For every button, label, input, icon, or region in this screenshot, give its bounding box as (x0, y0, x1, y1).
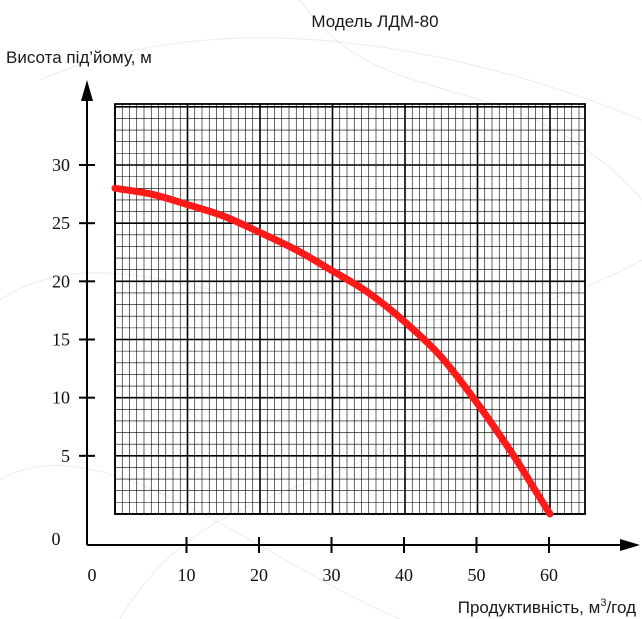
x-axis-label-sup: 3 (600, 597, 606, 609)
head-capacity-curve (111, 184, 554, 518)
chart-grid (114, 103, 586, 515)
chart-axes (81, 80, 640, 551)
x-tick-label: 20 (250, 565, 268, 585)
y-axis-arrow (81, 80, 93, 101)
x-tick-label: 0 (88, 565, 97, 585)
y-tick-label: 30 (52, 155, 70, 175)
grid-border (114, 103, 586, 515)
x-axis-label: Продуктивність, м3/год (458, 597, 636, 617)
y-axis-label: Висота під’йому, м (6, 48, 152, 67)
y-tick-label: 5 (61, 446, 70, 466)
x-tick-label: 50 (468, 565, 486, 585)
y-tick-label: 20 (52, 271, 70, 291)
y-tick-label: 0 (52, 529, 61, 549)
x-tick-label: 10 (178, 565, 196, 585)
x-tick-label: 30 (323, 565, 341, 585)
x-tick-label: 60 (540, 565, 558, 585)
chart-series (111, 184, 554, 518)
x-axis-label-tail: /год (606, 598, 636, 617)
y-tick-label: 15 (52, 330, 70, 350)
chart-title: Модель ЛДМ-80 (311, 12, 438, 31)
x-tick-label: 40 (395, 565, 413, 585)
x-axis-arrow (620, 539, 640, 551)
chart-ticks: 0 10 20 30 40 50 60 0 5 10 15 20 25 30 (52, 155, 559, 585)
x-axis-label-main: Продуктивність, м (458, 598, 601, 617)
y-tick-label: 10 (52, 388, 70, 408)
y-tick-label: 25 (52, 213, 70, 233)
